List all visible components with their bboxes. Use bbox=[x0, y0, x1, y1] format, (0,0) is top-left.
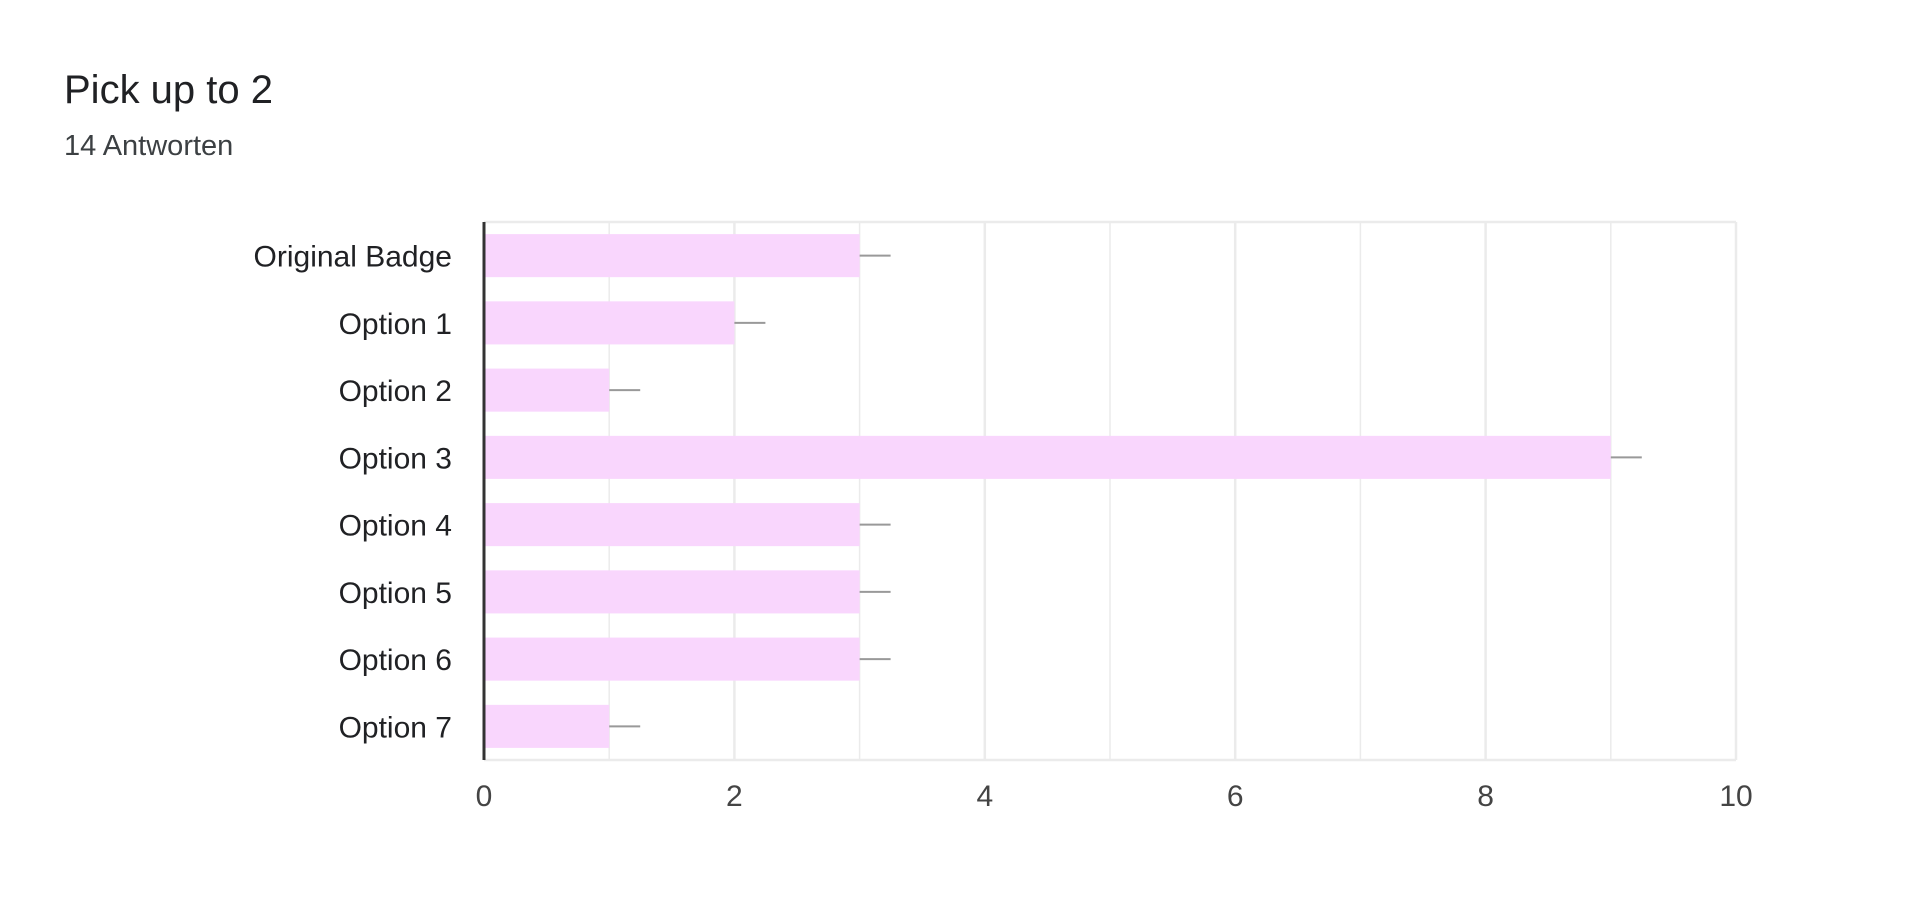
chart-header: Pick up to 2 14 Antworten bbox=[64, 62, 273, 164]
x-tick-label-6: 6 bbox=[1227, 780, 1244, 813]
x-tick-label-2: 2 bbox=[726, 780, 743, 813]
bar-8[interactable] bbox=[484, 704, 610, 748]
bar-6[interactable] bbox=[484, 570, 860, 614]
category-label-1: Original Badge bbox=[254, 241, 452, 274]
category-label-8: Option 7 bbox=[339, 711, 452, 744]
bar-3[interactable] bbox=[484, 368, 610, 412]
bar-7[interactable] bbox=[484, 637, 860, 681]
x-tick-labels: 0 2 4 6 8 10 bbox=[476, 780, 1753, 813]
bar-2[interactable] bbox=[484, 301, 735, 345]
x-tick-label-0: 0 bbox=[476, 780, 493, 813]
error-bars bbox=[609, 254, 1642, 728]
response-count: 14 Antworten bbox=[64, 130, 234, 162]
category-label-3: Option 2 bbox=[339, 375, 452, 408]
category-label-4: Option 3 bbox=[339, 442, 452, 475]
category-label-5: Option 4 bbox=[339, 510, 452, 543]
grid-lines bbox=[484, 220, 1738, 762]
category-label-2: Option 1 bbox=[339, 308, 452, 341]
chart-title: Pick up to 2 bbox=[64, 68, 274, 112]
bar-4[interactable] bbox=[484, 435, 1611, 479]
category-labels: Original Badge Option 1 Option 2 Option 3 Op… bbox=[254, 241, 452, 745]
x-tick-label-8: 8 bbox=[1477, 780, 1494, 813]
category-label-6: Option 5 bbox=[339, 577, 452, 610]
x-tick-label-10: 10 bbox=[1719, 780, 1752, 813]
bar-1[interactable] bbox=[484, 234, 860, 278]
x-tick-label-4: 4 bbox=[976, 780, 993, 813]
bar-5[interactable] bbox=[484, 503, 860, 547]
bars bbox=[484, 234, 1611, 748]
category-label-7: Option 6 bbox=[339, 644, 452, 677]
